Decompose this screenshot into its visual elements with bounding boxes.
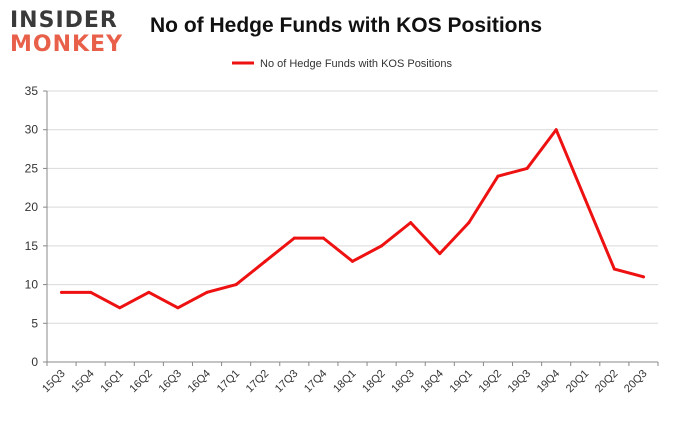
chart-title: No of Hedge Funds with KOS Positions [150, 14, 542, 37]
x-axis-ticks: 15Q3 15Q4 16Q1 16Q2 16Q3 16Q4 17Q1 17Q2 17Q3 17Q4… [40, 362, 659, 396]
data-point [438, 252, 442, 256]
x-tick-label: 20Q1 [564, 368, 592, 396]
y-tick-label: 30 [25, 123, 39, 137]
logo-line-1: INSIDER [10, 8, 118, 33]
x-tick-label: 19Q4 [535, 368, 563, 396]
data-point [496, 174, 500, 178]
data-point [554, 128, 558, 132]
data-point [409, 221, 413, 225]
data-point [351, 259, 354, 263]
x-tick-label: 17Q4 [302, 368, 330, 396]
legend: No of Hedge Funds with KOS Positions [232, 58, 452, 70]
x-tick-label: 17Q1 [215, 368, 243, 396]
x-tick-label: 18Q1 [331, 368, 359, 396]
x-tick-label: 16Q4 [186, 368, 214, 396]
series-line [60, 128, 645, 310]
x-tick-label: 20Q3 [622, 368, 650, 396]
y-tick-label: 35 [25, 84, 39, 98]
axes [46, 91, 658, 363]
x-tick-label: 16Q3 [157, 368, 185, 396]
x-tick-label: 16Q1 [98, 368, 126, 396]
data-point [263, 259, 267, 263]
x-tick-label: 16Q2 [127, 368, 155, 396]
x-tick-label: 19Q1 [447, 368, 475, 396]
data-point [60, 290, 64, 294]
y-tick-label: 25 [25, 161, 39, 175]
y-tick-label: 10 [25, 278, 39, 292]
x-tick-label: 20Q2 [593, 368, 621, 396]
data-point [467, 221, 471, 225]
x-tick-label: 17Q2 [244, 368, 272, 396]
x-tick-label: 18Q3 [389, 368, 417, 396]
data-point [321, 236, 325, 240]
data-point [176, 306, 180, 310]
x-tick-label: 15Q3 [40, 368, 68, 396]
data-point [234, 283, 238, 287]
data-point [380, 244, 384, 248]
data-point [292, 236, 296, 240]
grid-lines [47, 90, 658, 324]
data-point [525, 166, 529, 170]
series-layer [60, 128, 645, 310]
legend-label: No of Hedge Funds with KOS Positions [260, 58, 452, 70]
x-tick-label: 19Q2 [477, 368, 505, 396]
x-tick-label: 18Q2 [360, 368, 388, 396]
y-axis-ticks: 0 5 10 15 20 25 30 35 [25, 84, 47, 369]
y-tick-label: 20 [25, 200, 39, 214]
x-tick-label: 19Q3 [506, 368, 534, 396]
data-point [641, 275, 645, 279]
x-tick-label: 17Q3 [273, 368, 301, 396]
data-point [583, 197, 587, 201]
y-tick-label: 5 [31, 316, 38, 330]
data-point [612, 267, 616, 271]
data-point [205, 290, 209, 294]
data-point [89, 290, 93, 294]
data-point [147, 290, 151, 294]
insider-monkey-logo: INSIDER MONKEY [10, 8, 128, 58]
y-tick-label: 15 [25, 239, 39, 253]
logo-line-2: MONKEY [10, 32, 124, 57]
x-tick-label: 15Q4 [69, 368, 97, 396]
data-point [118, 306, 122, 310]
x-tick-label: 18Q4 [418, 368, 446, 396]
y-tick-label: 0 [31, 355, 38, 369]
